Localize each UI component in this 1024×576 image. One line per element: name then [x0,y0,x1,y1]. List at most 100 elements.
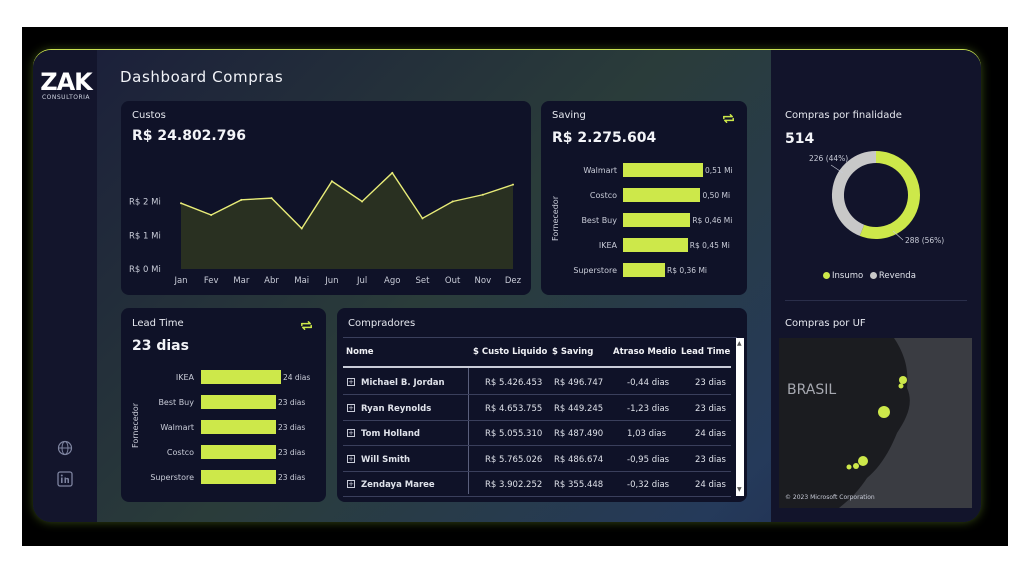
bar[interactable] [201,370,281,384]
custos-point[interactable] [481,193,484,196]
custos-x-tick: Jun [324,276,338,286]
table-row[interactable]: + Will Smith R$ 5.765.026 R$ 486.674 -0,95 d… [343,447,731,472]
table-cell: R$ 5.055.310 [485,429,543,439]
expand-icon[interactable]: + [347,480,355,488]
table-row[interactable]: + Zendaya Maree R$ 3.902.252 R$ 355.448 -0,3… [343,472,731,497]
custos-point[interactable] [330,180,333,183]
bar[interactable] [201,420,276,434]
bar-value-label: 23 dias [278,448,306,457]
scroll-down-icon[interactable]: ▼ [737,486,742,493]
bar-category-label: Costco [166,448,194,457]
custos-x-tick: Nov [475,276,492,286]
custos-point[interactable] [391,171,394,174]
custos-point[interactable] [361,200,364,203]
table-cell: 24 dias [695,480,726,490]
table-cell: Will Smith [361,454,411,465]
expand-icon[interactable]: + [347,429,355,437]
custos-x-tick: Out [445,276,461,286]
bar-value-label: 24 dias [283,373,311,382]
bar[interactable] [623,163,703,177]
finalidade-legend: Insumo Revenda [823,271,916,281]
expand-icon[interactable]: + [347,378,355,386]
leadtime-value: 23 dias [132,338,189,354]
col-custo[interactable]: $ Custo Liquido [473,347,548,357]
table-cell: -0,95 dias [627,454,670,465]
custos-value: R$ 24.802.796 [132,128,246,144]
bar[interactable] [201,445,276,459]
table-row[interactable]: + Tom Holland R$ 5.055.310 R$ 487.490 1,03 d… [343,421,731,446]
refresh-icon[interactable] [721,111,736,126]
bar-category-label: Superstore [150,473,194,482]
custos-x-tick: Dez [505,276,522,286]
custos-x-tick: Abr [264,276,279,286]
custos-point[interactable] [210,214,213,216]
table-scrollbar[interactable]: ▲ ▼ [736,338,744,496]
custos-x-tick: Mar [233,276,250,286]
custos-card: Custos R$ 24.802.796 Jan Fev Mar Abr Mai Jun J… [121,101,531,295]
refresh-icon[interactable] [299,318,314,333]
bar[interactable] [623,238,688,252]
bar[interactable] [201,395,276,409]
expand-icon[interactable]: + [347,454,355,463]
legend-insumo: Insumo [832,271,864,281]
table-cell: -0,32 dias [627,480,670,490]
scroll-up-icon[interactable]: ▲ [737,340,742,347]
uf-map[interactable]: BRASIL © 2023 Microsoft Corporation [779,338,972,508]
table-header-rule [343,366,731,368]
custos-point[interactable] [512,183,514,186]
table-row[interactable]: + Ryan Reynolds R$ 4.653.755 R$ 449.245 -1,2… [343,396,731,421]
expand-icon[interactable]: + [347,403,355,412]
custos-x-tick: Jul [356,276,367,286]
col-leadtime[interactable]: Lead Time [681,347,731,357]
col-atraso[interactable]: Atraso Medio [613,347,677,357]
bar-value-label: 0,51 Mi [705,166,733,175]
leadtime-title: Lead Time [132,318,184,329]
finalidade-title: Compras por finalidade [785,110,902,121]
col-saving[interactable]: $ Saving [552,347,594,357]
legend-dot-revenda [869,272,877,279]
table-cell: 1,03 dias [627,429,667,439]
table-cell: R$ 5.765.026 [485,454,543,465]
custos-title: Custos [132,110,166,121]
table-cell: Ryan Reynolds [361,403,432,414]
table-cell: -0,44 dias [627,378,670,388]
custos-x-tick: Jan [173,276,187,286]
custos-point[interactable] [421,217,424,220]
table-cell: R$ 487.490 [554,429,604,439]
bar-value-label: 23 dias [278,423,306,432]
bar-value-label: 0,50 Mi [702,191,731,200]
custos-point[interactable] [270,197,273,200]
sidebar: ZAK CONSULTORIA [33,50,97,522]
finalidade-donut-chart: 288 (56%) 226 (44%) [809,151,944,245]
compradores-card: Compradores Nome $ Custo Liquido $ Savin… [337,308,747,502]
custos-point[interactable] [300,227,303,230]
leadtime-axis-label: Fornecedor [131,403,140,448]
map-attribution: © 2023 Microsoft Corporation [785,494,875,501]
finalidade-value: 514 [785,131,815,147]
col-nome[interactable]: Nome [346,347,374,357]
bar-category-label: Superstore [573,266,617,275]
table-row[interactable]: + Michael B. Jordan R$ 5.426.453 R$ 496.747… [343,370,731,395]
bar[interactable] [201,470,276,484]
custos-line [180,171,514,230]
custos-point[interactable] [180,202,182,205]
donut-leader-line [830,164,844,174]
bar-value-label: 23 dias [278,398,306,407]
uf-title: Compras por UF [785,318,866,329]
logo-sub: CONSULTORIA [41,94,91,101]
bar[interactable] [623,188,701,202]
custos-x-tick: Ago [384,276,400,286]
globe-icon[interactable] [57,440,73,456]
custos-x-tick: Fev [204,276,219,286]
bar[interactable] [623,213,691,227]
bar-category-label: Walmart [160,423,194,432]
donut-slice[interactable] [859,151,920,239]
linkedin-icon[interactable] [57,471,73,487]
bar[interactable] [623,263,665,277]
bar-category-label: Walmart [583,166,617,175]
saving-value: R$ 2.275.604 [552,130,657,146]
custos-point[interactable] [451,200,454,203]
donut-slice[interactable] [832,151,877,236]
custos-point[interactable] [240,198,243,201]
table-cell: Tom Holland [361,429,420,439]
